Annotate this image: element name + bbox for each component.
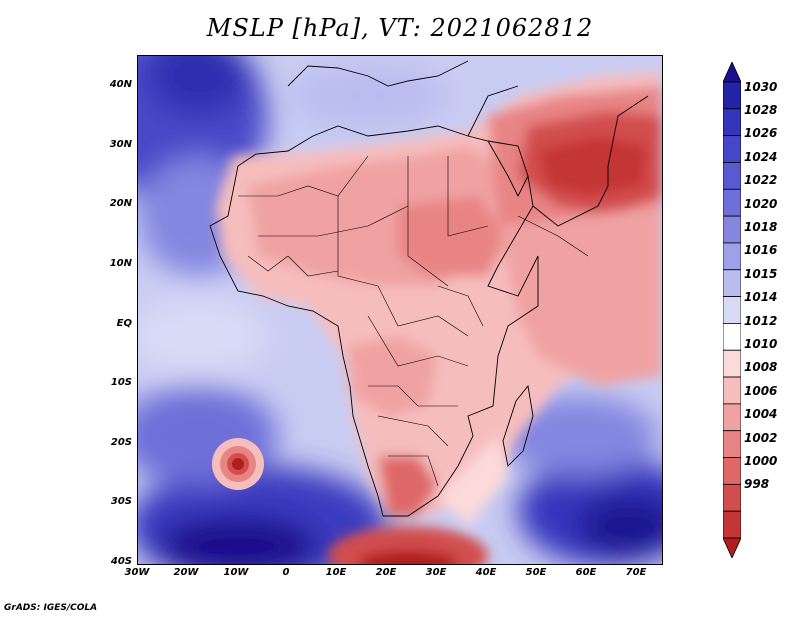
colorbar-label: 1030 [744,80,778,94]
colorbar-swatch [723,430,741,458]
colorbar-swatch [723,296,741,324]
lat-label-10s: 10S [110,377,132,388]
colorbar-swatch [723,108,741,137]
colorbar-swatch [723,457,741,485]
lat-label-20n: 20N [109,198,132,209]
lon-label-40e: 40E [475,567,497,578]
colorbar-swatch [723,135,741,163]
colorbar-label: 1020 [744,197,778,211]
colorbar-label: 1008 [744,360,778,374]
colorbar-label: 1026 [744,126,778,140]
colorbar-bottom-triangle [723,537,741,558]
lon-label-0: 0 [282,567,290,578]
colorbar [723,62,741,558]
lon-label-20w: 20W [173,567,199,578]
colorbar-label: 1016 [744,243,778,257]
lon-label-50e: 50E [525,567,547,578]
lat-label-10n: 10N [109,258,132,269]
colorbar-top-triangle [723,62,741,83]
colorbar-label: 1010 [744,337,778,351]
colorbar-swatch [723,349,741,378]
lon-label-60e: 60E [575,567,597,578]
lon-label-30w: 30W [124,567,150,578]
lon-label-70e: 70E [625,567,647,578]
mslp-map [137,55,663,565]
colorbar-label: 1006 [744,384,778,398]
colorbar-label: 1000 [744,454,778,468]
lat-label-40n: 40N [109,79,132,90]
colorbar-swatch [723,162,741,190]
map-title: MSLP [hPa], VT: 2021062812 [206,14,594,42]
colorbar-label: 1024 [744,150,778,164]
colorbar-swatch [723,323,741,351]
colorbar-swatch [723,242,741,271]
lat-label-eq: EQ [116,318,132,329]
colorbar-label: 1028 [744,103,778,117]
colorbar-label: 1012 [744,314,778,328]
lat-label-40s: 40S [110,556,132,567]
lon-label-10w: 10W [223,567,249,578]
lon-label-20e: 20E [375,567,397,578]
lat-label-30n: 30N [109,139,132,150]
colorbar-swatch [723,403,741,432]
colorbar-swatch [723,483,741,512]
lat-label-30s: 30S [110,496,132,507]
colorbar-swatch [723,510,741,539]
colorbar-swatch [723,81,741,110]
colorbar-label: 1022 [744,173,778,187]
colorbar-swatch [723,188,741,217]
colorbar-label: 1004 [744,407,778,421]
lat-label-20s: 20S [110,437,132,448]
colorbar-swatch [723,269,741,297]
colorbar-swatch [723,215,741,244]
colorbar-label: 1018 [744,220,778,234]
colorbar-label: 1015 [744,267,778,281]
colorbar-label: 1002 [744,431,778,445]
colorbar-swatch [723,376,741,405]
lon-label-10e: 10E [325,567,347,578]
credit-footer: GrADS: IGES/COLA [4,603,98,613]
colorbar-label: 998 [744,477,770,491]
lon-label-30e: 30E [425,567,447,578]
mslp-contour-field [138,56,662,564]
colorbar-label: 1014 [744,290,778,304]
